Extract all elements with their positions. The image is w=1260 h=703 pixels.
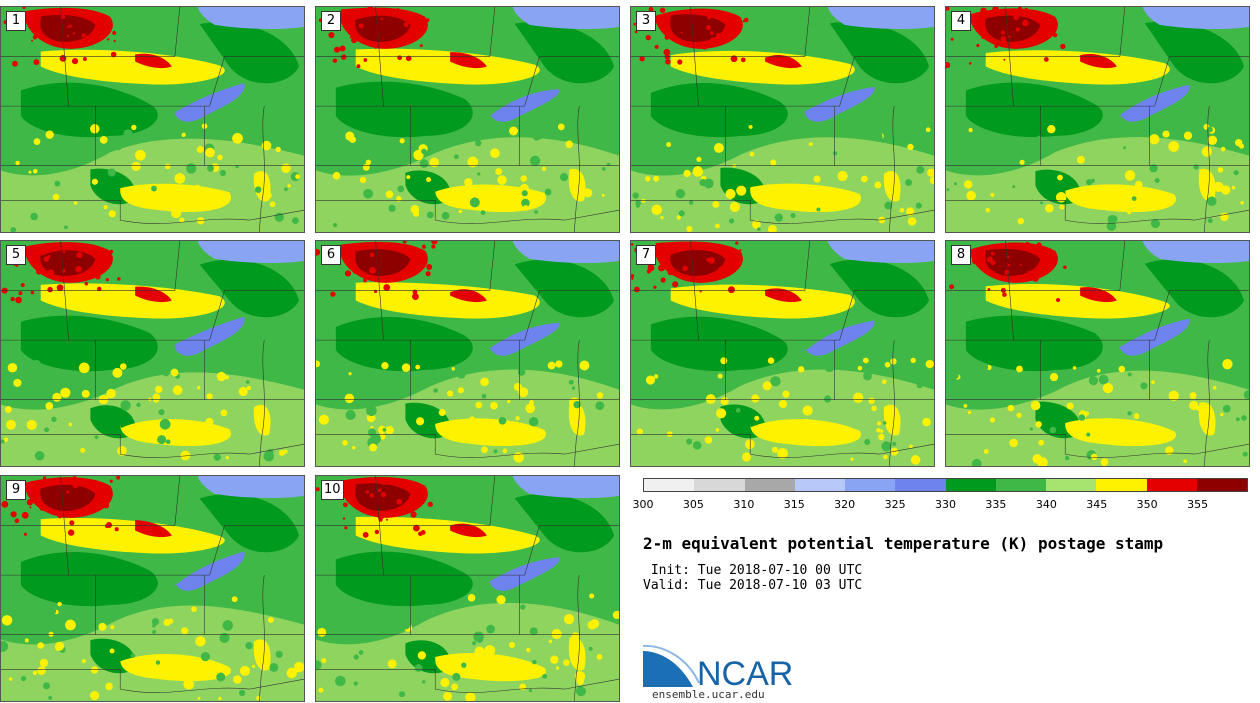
map-panel: 10 — [315, 475, 620, 702]
map-panel: 5 — [0, 240, 305, 467]
colorbar-swatch — [895, 479, 946, 491]
colorbar-swatch — [794, 479, 845, 491]
map-panel: 2 — [315, 6, 620, 233]
panel-number-label: 6 — [321, 245, 341, 265]
panel-number-label: 3 — [636, 11, 656, 31]
colorbar-tick-label: 345 — [1086, 498, 1108, 511]
map-panel: 7 — [630, 240, 935, 467]
logo-url: ensemble.ucar.edu — [652, 688, 765, 701]
colorbar-swatch — [1096, 479, 1147, 491]
colorbar-tick-label: 300 — [632, 498, 654, 511]
colorbar-tick-label: 350 — [1136, 498, 1158, 511]
colorbar-swatch — [1046, 479, 1097, 491]
chart-title: 2-m equivalent potential temperature (K)… — [643, 534, 1164, 553]
map-panel: 1 — [0, 6, 305, 233]
colorbar-swatch — [945, 479, 996, 491]
colorbar-tick-label: 325 — [884, 498, 906, 511]
panel-number-label: 10 — [321, 480, 344, 500]
colorbar-swatch — [1146, 479, 1197, 491]
panel-number-label: 4 — [951, 11, 971, 31]
colorbar-swatch — [995, 479, 1046, 491]
colorbar-tick-label: 315 — [783, 498, 805, 511]
colorbar-swatch — [744, 479, 795, 491]
map-panel: 9 — [0, 475, 305, 702]
map-panel: 8 — [945, 240, 1250, 467]
map-panel: 3 — [630, 6, 935, 233]
colorbar-swatch — [644, 479, 695, 491]
panel-number-label: 5 — [6, 245, 26, 265]
panel-number-label: 7 — [636, 245, 656, 265]
svg-text:NCAR: NCAR — [697, 655, 793, 690]
colorbar-swatch — [845, 479, 896, 491]
panel-number-label: 2 — [321, 11, 341, 31]
colorbar-swatch — [694, 479, 745, 491]
colorbar-tick-label: 355 — [1187, 498, 1209, 511]
map-panel: 6 — [315, 240, 620, 467]
colorbar-tick-label: 340 — [1035, 498, 1057, 511]
colorbar-tick-label: 305 — [682, 498, 704, 511]
panel-number-label: 9 — [6, 480, 26, 500]
colorbar-swatch — [1196, 479, 1247, 491]
init-time: Init: Tue 2018-07-10 00 UTC — [643, 563, 863, 578]
valid-time: Valid: Tue 2018-07-10 03 UTC — [643, 578, 863, 593]
ncar-logo-icon: NCAR — [643, 645, 793, 690]
colorbar-tick-label: 335 — [985, 498, 1007, 511]
colorbar-tick-label: 310 — [733, 498, 755, 511]
panel-number-label: 1 — [6, 11, 26, 31]
map-panel: 4 — [945, 6, 1250, 233]
colorbar-tick-label: 320 — [834, 498, 856, 511]
panel-number-label: 8 — [951, 245, 971, 265]
colorbar — [643, 478, 1248, 492]
colorbar-tick-label: 330 — [935, 498, 956, 511]
